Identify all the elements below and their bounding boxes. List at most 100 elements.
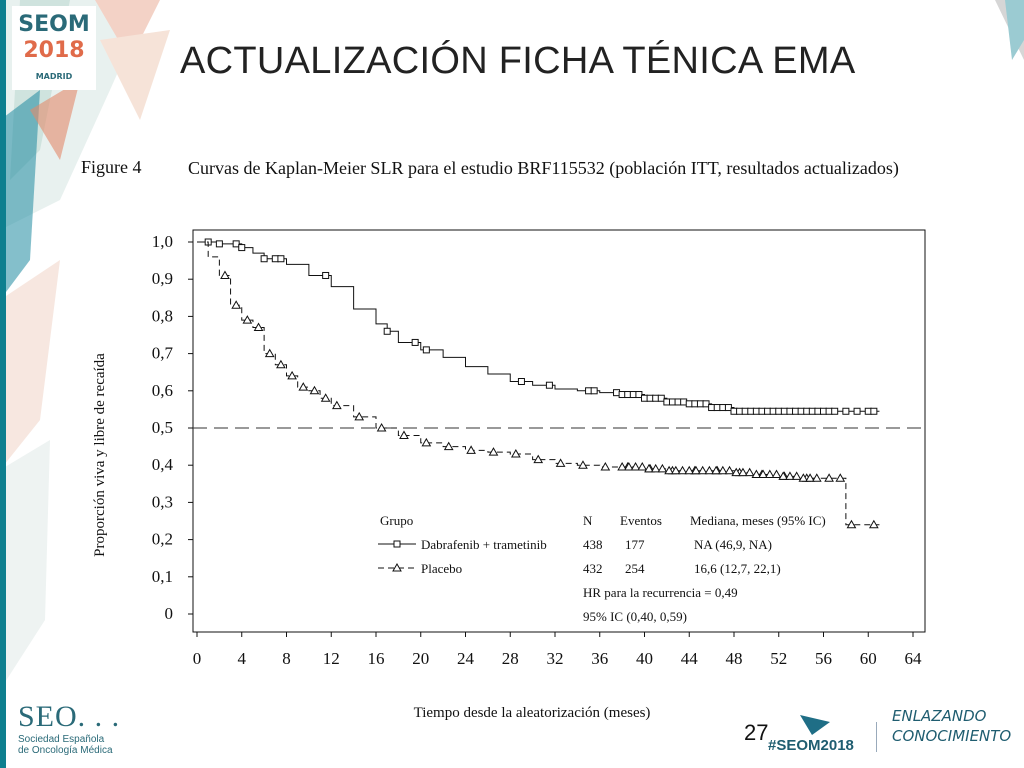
legend-row-median: NA (46,9, NA) [694,537,772,552]
censor-marker-triangle [778,471,789,480]
hashtag: #SEOM2018 [768,737,854,754]
legend-row-events: 177 [625,537,645,552]
y-tick-label: 0,8 [152,306,173,325]
censor-marker-triangle [510,449,521,458]
censor-marker-triangle [724,465,735,475]
censor-marker-square [383,327,391,335]
censor-marker-triangle [253,322,264,332]
censor-marker-triangle [376,422,387,432]
legend-row-n: 432 [583,561,603,576]
series-line-placebo [197,241,880,526]
legend-row-n: 438 [583,537,603,552]
censor-marker-square [657,394,665,402]
censor-marker-triangle [751,469,762,478]
censor-marker-square [215,240,223,248]
divider [876,722,877,752]
censor-marker-triangle [533,454,544,464]
censor-marker-triangle [242,315,253,324]
x-tick-label: 36 [591,649,608,668]
censor-marker-triangle [677,465,688,475]
page-number: 27 [744,720,769,745]
y-tick-label: 0,3 [152,492,173,511]
x-tick-label: 60 [860,649,877,668]
x-tick-label: 20 [412,649,429,668]
x-tick-label: 48 [726,649,743,668]
censor-marker-triangle [684,465,695,475]
legend-header-median: Mediana, meses (95% IC) [690,513,826,528]
legend-ci: 95% IC (0,40, 0,59) [583,609,687,624]
censor-marker-triangle [220,270,230,279]
censor-marker-square [853,407,861,415]
censor-marker-triangle [868,519,879,529]
censor-marker-triangle [231,300,242,309]
legend-hr: HR para la recurrencia = 0,49 [583,585,738,600]
legend-row-events: 254 [625,561,645,576]
censor-marker-triangle [298,382,309,391]
censor-marker-triangle [758,469,768,478]
censor-marker-triangle [670,465,681,475]
plot-frame [192,229,926,633]
legend-row-group: Placebo [421,561,462,576]
legend-row-group: Dabrafenib + trametinib [421,537,547,552]
x-tick-label: 56 [815,649,832,668]
logo-city-text: MADRID [35,72,73,81]
censor-marker-triangle [617,462,627,471]
censor-marker-square [870,407,878,415]
censor-marker-triangle [664,465,674,475]
kaplan-meier-chart: 00,10,20,30,40,50,60,70,80,91,00 4 8 12 16 20… [92,229,926,721]
censor-marker-triangle [637,462,648,471]
series-line-dabrafenib [197,241,880,412]
y-tick-label: 0,5 [152,418,173,437]
bg-shape [1005,0,1024,60]
censor-marker-triangle [791,471,802,480]
y-tick-label: 0,9 [152,269,173,288]
x-tick-label: 12 [323,649,340,668]
slogan: ENLAZANDO CONOCIMIENTO [892,706,1011,746]
censor-marker-triangle [811,473,822,482]
logo-seom-text: SEOM [18,12,90,37]
x-tick-label: 32 [547,649,564,668]
censor-marker-triangle [264,348,275,358]
censor-marker-triangle [764,469,775,478]
censor-marker-square [238,244,246,252]
censor-marker-triangle [644,463,654,473]
x-tick-label: 44 [681,649,699,668]
seo-logo-line2: de Oncología Médica [18,745,113,756]
seo-logo-line1: Sociedad Española [18,734,105,745]
y-tick-label: 0,7 [152,344,174,363]
censor-marker-square [702,400,710,408]
legend-row-median: 16,6 (12,7, 22,1) [694,561,781,576]
censor-marker-triangle [835,473,846,482]
y-tick-label: 0,4 [152,455,174,474]
censor-marker-square [724,404,732,412]
legend-header-events: Eventos [620,513,662,528]
seo-logo-text: SEO. . . [18,700,121,733]
censor-marker-triangle [320,393,331,402]
x-tick-label: 0 [193,649,202,668]
legend-marker-triangle [392,562,402,572]
censor-marker-triangle [488,447,499,456]
censor-marker-triangle [691,465,701,475]
censor-marker-square [635,391,643,399]
y-tick-label: 0,6 [152,381,173,400]
x-tick-label: 40 [636,649,653,668]
legend-header-group: Grupo [380,513,413,528]
censor-marker-square [842,407,850,415]
censor-marker-square [517,378,525,385]
bg-shape [0,90,40,300]
censor-marker-triangle [623,462,634,471]
slide-title: ACTUALIZACIÓN FICHA TÉNICA EMA [180,40,856,82]
censor-marker-triangle [731,467,742,477]
y-tick-label: 1,0 [152,232,173,251]
censor-marker-triangle [399,430,409,439]
legend-header-n: N [583,513,593,528]
censor-marker-square [590,387,598,395]
slogan-line1: ENLAZANDO [892,707,987,725]
censor-marker-triangle [443,441,454,451]
censor-marker-triangle [555,458,566,467]
x-tick-label: 52 [770,649,787,668]
bg-shape [800,715,830,735]
censor-marker-triangle [600,462,611,471]
censor-marker-triangle [276,359,286,369]
censor-marker-triangle [697,465,708,475]
